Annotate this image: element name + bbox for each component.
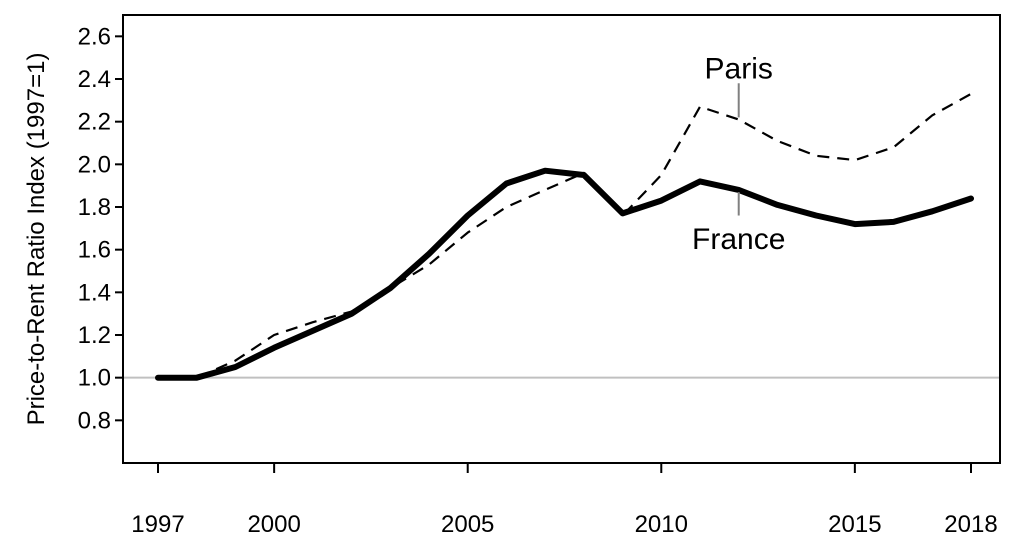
- x-tick-label: 2005: [441, 511, 494, 538]
- x-tick-label: 2015: [828, 511, 881, 538]
- x-tick-label: 2000: [247, 511, 300, 538]
- series-annotations: Paris France: [692, 52, 785, 256]
- y-tick-label: 2.0: [78, 151, 111, 178]
- series-label-paris: Paris: [705, 52, 773, 85]
- x-tick-label: 1997: [131, 511, 184, 538]
- y-tick-label: 1.4: [78, 279, 111, 306]
- x-tick-label: 2018: [944, 511, 997, 538]
- y-tick-label: 2.4: [78, 66, 111, 93]
- series-line-france: [155, 167, 974, 381]
- y-axis-title: Price-to-Rent Ratio Index (1997=1): [23, 53, 50, 426]
- y-tick-label: 2.2: [78, 109, 111, 136]
- x-axis-ticks: 1997 2000 2005 2010 2015 2018: [131, 463, 998, 538]
- series-label-france: France: [692, 223, 785, 256]
- y-tick-label: 1.6: [78, 237, 111, 264]
- y-axis-ticks: 0.8 1.0 1.2 1.4 1.6 1.8 2.0 2.2 2.4 2.6: [78, 23, 123, 434]
- x-tick-label: 2010: [635, 511, 688, 538]
- y-tick-label: 1.2: [78, 322, 111, 349]
- series-line-paris: [158, 92, 972, 379]
- plot-frame: [122, 14, 1001, 464]
- series-lines: [155, 92, 974, 381]
- y-tick-label: 1.8: [78, 194, 111, 221]
- y-tick-label: 1.0: [78, 365, 111, 392]
- y-tick-label: 2.6: [78, 23, 111, 50]
- y-tick-label: 0.8: [78, 407, 111, 434]
